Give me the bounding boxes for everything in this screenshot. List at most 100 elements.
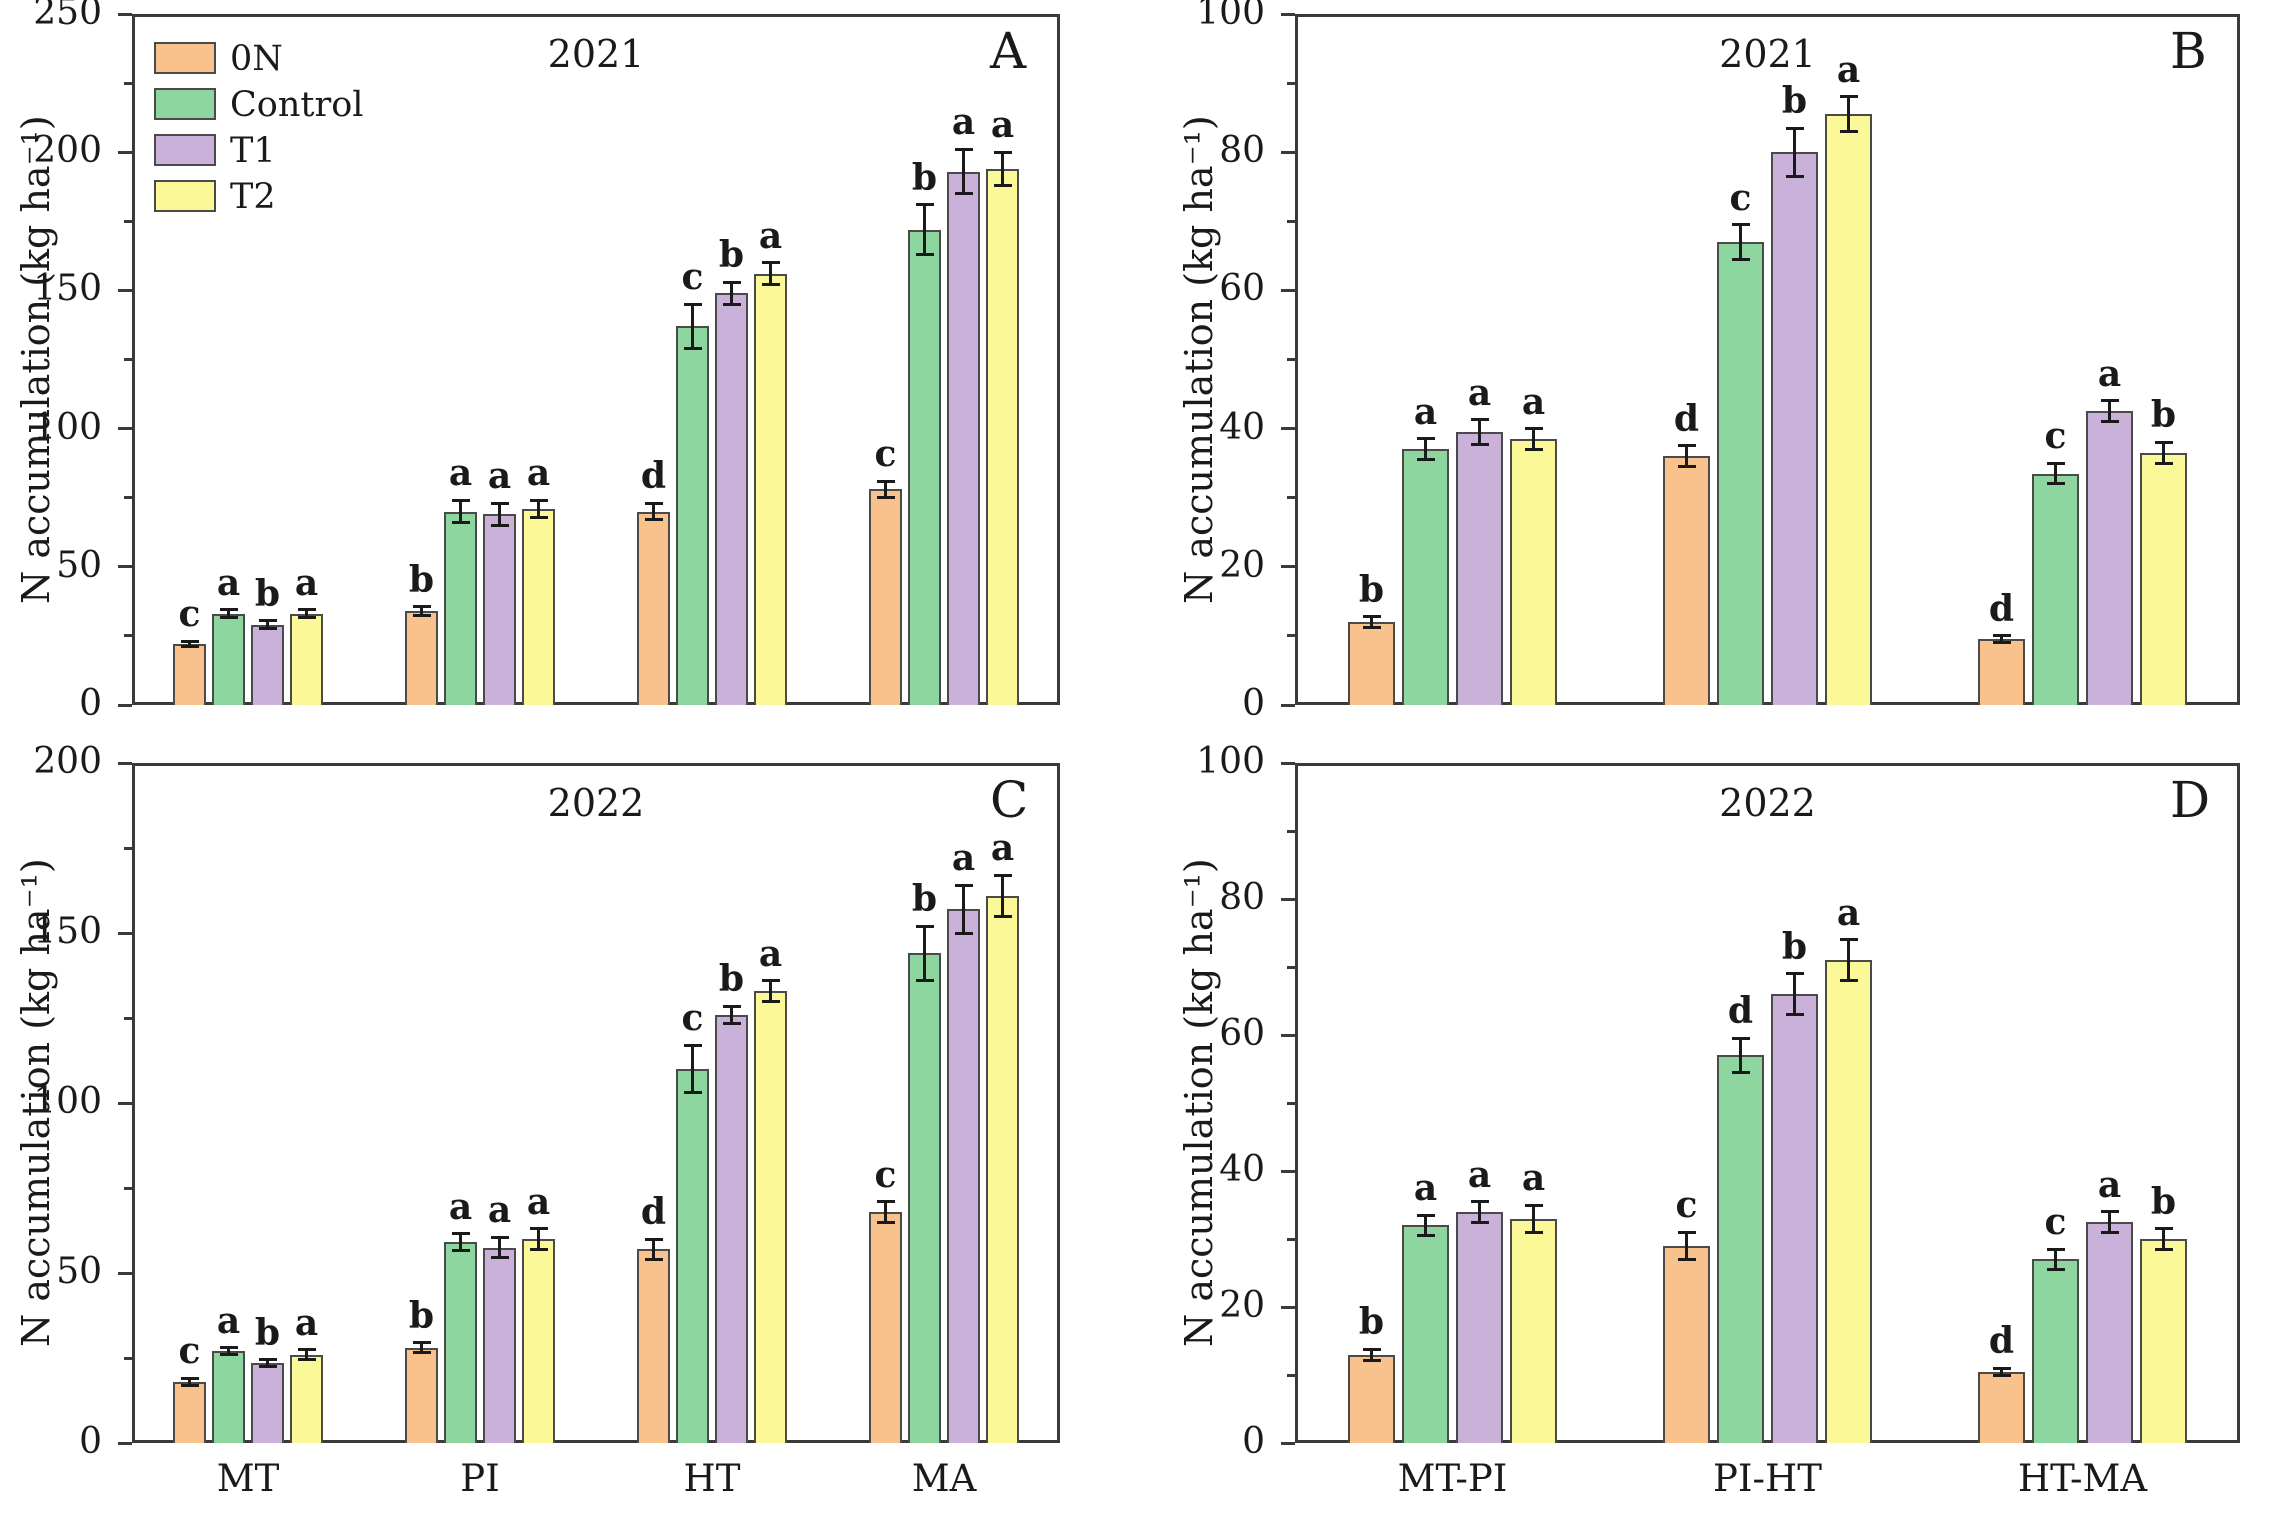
error-bar-cap-bottom (644, 1257, 663, 1261)
error-bar-cap-bottom (412, 1351, 431, 1355)
bar-c-mt-control (212, 1351, 245, 1443)
plot-area-a (132, 14, 1060, 705)
y-tick-label: 20 (1219, 544, 1265, 586)
error-bar-line (459, 500, 462, 523)
significance-letter: a (1521, 1157, 1546, 1199)
bar-b-pi-ht-control (1717, 242, 1764, 705)
significance-letter: a (1521, 380, 1546, 423)
bar-a-pi-control (444, 511, 477, 705)
error-bar-cap-bottom (258, 1365, 277, 1368)
y-tick-label: 80 (1219, 877, 1265, 918)
error-bar-line (1685, 445, 1688, 467)
panel-year-title: 2022 (547, 781, 645, 825)
error-bar-cap-top (1992, 1366, 2011, 1370)
error-bar-cap-bottom (1677, 1257, 1696, 1261)
bar-c-pi-control (444, 1242, 477, 1443)
error-bar-cap-bottom (1362, 626, 1381, 630)
error-bar-line (1478, 1201, 1481, 1222)
bar-c-ma-t2 (986, 895, 1019, 1443)
significance-letter: b (408, 558, 435, 601)
legend-label: T1 (230, 131, 276, 171)
error-bar-line (691, 304, 694, 349)
significance-letter: a (990, 827, 1015, 870)
y-major-tick (1281, 1169, 1295, 1173)
y-axis-label: N accumulation (kg ha⁻¹) (1177, 115, 1221, 604)
error-bar-line (1793, 128, 1796, 177)
error-bar-line (962, 149, 965, 194)
x-category-label: MT (216, 1457, 280, 1500)
significance-letter: a (1413, 390, 1438, 433)
significance-letter: a (448, 452, 473, 495)
bar-c-mt-t1 (251, 1363, 284, 1443)
error-bar-line (2054, 463, 2057, 484)
bar-c-ht-t1 (715, 1014, 748, 1443)
error-bar-cap-top (1731, 1036, 1750, 1040)
legend-item-t2: T2 (154, 177, 414, 217)
significance-letter: a (758, 214, 783, 257)
bar-a-mt-t1 (251, 624, 284, 705)
significance-letter: a (2097, 352, 2122, 395)
significance-letter: c (681, 997, 704, 1040)
error-bar-line (1001, 875, 1004, 916)
bar-c-ht-0n (637, 1249, 670, 1443)
significance-letter: c (178, 1330, 201, 1373)
plot-area-c (132, 763, 1060, 1443)
y-minor-tick (124, 219, 132, 223)
error-bar-cap-bottom (219, 616, 238, 620)
error-bar-cap-top (761, 979, 780, 983)
significance-letter: b (254, 1311, 281, 1354)
error-bar-line (2000, 635, 2003, 643)
panel-corner-letter: A (990, 22, 1027, 80)
error-bar-cap-bottom (761, 999, 780, 1003)
legend-label: T2 (230, 177, 276, 217)
error-bar-cap-bottom (1785, 174, 1804, 178)
error-bar-line (1424, 1215, 1427, 1236)
error-bar-cap-bottom (451, 1249, 470, 1253)
significance-letter: a (526, 1180, 551, 1223)
error-bar-line (188, 1378, 191, 1386)
bar-b-mt-pi-t1 (1456, 432, 1503, 705)
bar-b-pi-ht-t1 (1771, 152, 1818, 705)
error-bar-cap-top (2046, 1247, 2065, 1251)
significance-letter: a (951, 837, 976, 880)
bar-d-ht-ma-0n (1978, 1371, 2025, 1443)
significance-letter: a (487, 1189, 512, 1232)
significance-letter: c (1729, 176, 1752, 219)
y-tick-label: 50 (56, 1251, 102, 1292)
bar-c-mt-t2 (290, 1354, 323, 1443)
y-tick-label: 250 (33, 0, 102, 33)
error-bar-line (420, 606, 423, 616)
error-bar-line (266, 1359, 269, 1367)
error-bar-cap-bottom (219, 1353, 238, 1357)
x-category-label: MA (911, 1457, 977, 1500)
error-bar-cap-bottom (915, 979, 934, 983)
bar-d-ht-ma-t1 (2086, 1222, 2133, 1443)
error-bar-line (652, 1239, 655, 1260)
error-bar-line (730, 282, 733, 305)
error-bar-line (227, 1347, 230, 1355)
bar-d-pi-ht-control (1717, 1055, 1764, 1443)
error-bar-cap-top (451, 1232, 470, 1236)
significance-letter: a (216, 1299, 241, 1342)
error-bar-cap-top (529, 1227, 548, 1231)
x-category-label: PI-HT (1713, 1457, 1822, 1500)
error-bar-line (884, 1201, 887, 1222)
error-bar-cap-bottom (1992, 1373, 2011, 1377)
y-minor-tick (124, 1356, 132, 1360)
y-minor-tick (124, 358, 132, 361)
significance-letter: c (2044, 415, 2067, 458)
bar-c-mt-0n (173, 1381, 206, 1443)
error-bar-cap-top (1785, 126, 1804, 130)
y-tick-label: 0 (79, 1421, 102, 1462)
error-bar-cap-top (258, 1358, 277, 1362)
y-minor-tick (1287, 1373, 1295, 1377)
legend-item-t1: T1 (154, 131, 414, 171)
error-bar-line (2054, 1249, 2057, 1270)
bar-a-mt-control (212, 613, 245, 705)
error-bar-cap-top (1416, 437, 1435, 441)
y-major-tick (1281, 1441, 1295, 1445)
significance-letter: b (911, 878, 938, 921)
error-bar-line (266, 620, 269, 629)
error-bar-cap-top (644, 501, 663, 505)
error-bar-cap-top (722, 1004, 741, 1008)
